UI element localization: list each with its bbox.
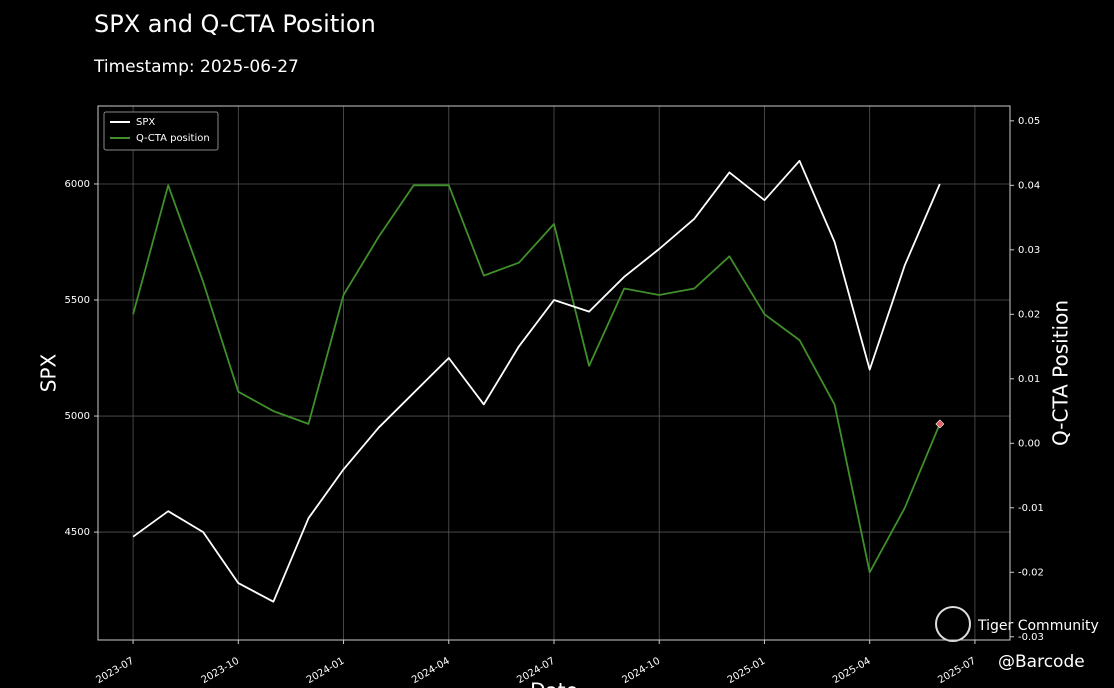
x-axis-label: Date [530,679,578,688]
plot-frame [97,105,1011,641]
y-tick-label: 5000 [65,411,90,422]
y-tick-label: 6000 [65,179,90,190]
y2-tick-label: 0.05 [1018,116,1040,127]
y2-tick-label: -0.02 [1018,567,1044,578]
y2-axis-label: Q-CTA Position [1049,300,1073,446]
chart-title: SPX and Q-CTA Position [94,10,376,38]
legend-label: Q-CTA position [136,133,210,144]
y-tick-label: 5500 [65,295,90,306]
watermark: @Barcode [998,652,1085,672]
y2-tick-label: 0.00 [1018,438,1040,449]
y2-tick-label: 0.02 [1018,309,1040,320]
last-point-marker [935,419,945,429]
y-tick-label: 4500 [65,527,90,538]
legend-box [103,111,219,151]
watermark: Tiger Community [977,618,1099,634]
chart-subtitle: Timestamp: 2025-06-27 [93,57,299,77]
y2-tick-label: 0.01 [1018,374,1040,385]
legend-label: SPX [136,117,155,128]
y2-tick-label: 0.03 [1018,245,1040,256]
y2-tick-label: 0.04 [1018,180,1040,191]
watermark-logo [935,606,971,642]
series-line [132,159,941,603]
y-axis-label: SPX [37,353,61,392]
y2-tick-label: -0.03 [1018,632,1044,643]
y2-tick-label: -0.01 [1018,503,1044,514]
series-line [132,184,941,574]
